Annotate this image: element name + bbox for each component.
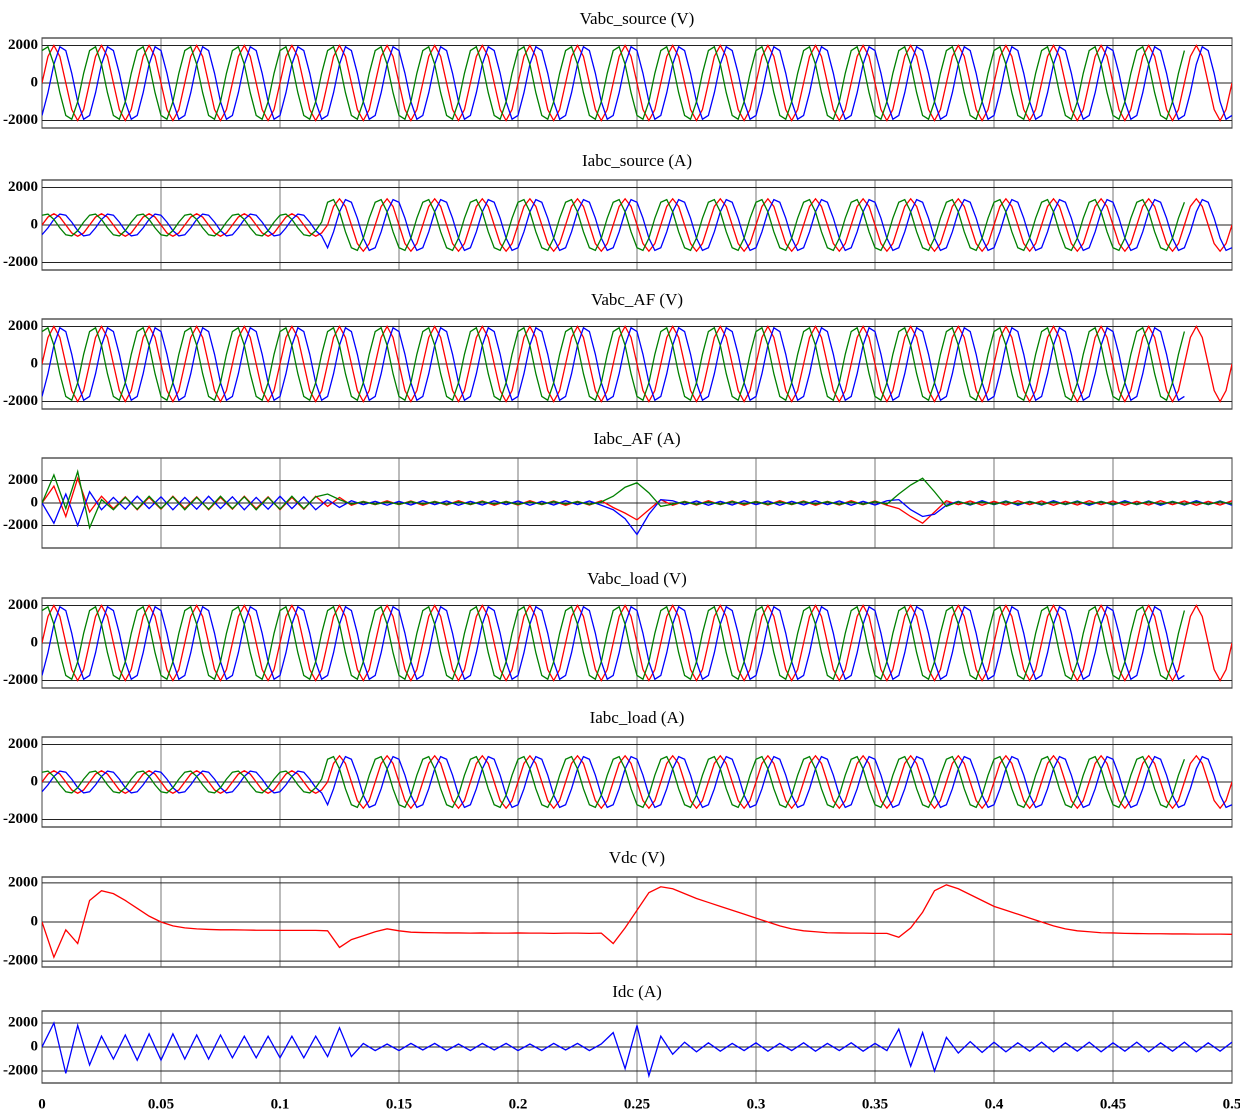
y-tick-label: -2000 [3, 811, 38, 827]
x-tick-label: 0.35 [862, 1096, 888, 1112]
y-tick-label: 0 [31, 355, 39, 371]
data-line [42, 605, 1186, 681]
data-line [42, 1021, 1232, 1079]
y-tick-label: 0 [31, 494, 39, 510]
panel: Vabc_source (V) -2000 0 2000 [3, 9, 1233, 129]
y-tick-label: 2000 [8, 874, 38, 890]
data-line [42, 198, 1186, 252]
panel: Iabc_load (A) -2000 0 2000 [3, 708, 1233, 828]
y-tick-label: -2000 [3, 1062, 38, 1078]
y-tick-label: -2000 [3, 254, 38, 270]
data-line [42, 755, 1186, 809]
panel-title: Iabc_AF (A) [593, 429, 680, 448]
y-tick-label: 2000 [8, 597, 38, 613]
y-tick-label: -2000 [3, 393, 38, 409]
panel: Vabc_AF (V) -2000 0 2000 [3, 290, 1233, 410]
data-line [42, 468, 1232, 530]
data-line [42, 45, 1232, 121]
panel: Iabc_source (A) -2000 0 2000 [3, 151, 1233, 271]
panel-title: Vdc (V) [609, 848, 665, 867]
x-tick-label: 0.45 [1100, 1096, 1126, 1112]
y-tick-label: 2000 [8, 179, 38, 195]
x-tick-label: 0.1 [271, 1096, 290, 1112]
y-tick-label: -2000 [3, 672, 38, 688]
y-tick-label: 2000 [8, 37, 38, 53]
panel: Iabc_AF (A) -2000 0 2000 [3, 429, 1233, 549]
x-tick-label: 0.3 [747, 1096, 766, 1112]
panel-title: Iabc_source (A) [582, 151, 692, 170]
y-tick-label: -2000 [3, 517, 38, 533]
x-tick-label: 0.15 [386, 1096, 412, 1112]
data-line [42, 884, 1232, 960]
y-tick-label: 0 [31, 634, 39, 650]
y-tick-label: 0 [31, 913, 39, 929]
data-line [42, 326, 1186, 402]
panel-title: Iabc_load (A) [590, 708, 685, 727]
panel-title: Vabc_source (V) [580, 9, 695, 28]
data-line [42, 605, 1185, 681]
y-tick-label: 0 [31, 74, 39, 90]
panel-title: Idc (A) [612, 982, 662, 1001]
panel: Idc (A) 0 0.05 0.1 0.15 0.2 0.25 0.3 0.35 0.4 0.45… [3, 982, 1240, 1113]
y-tick-label: -2000 [3, 953, 38, 969]
x-tick-label: 0 [38, 1096, 46, 1112]
y-tick-label: -2000 [3, 112, 38, 128]
y-tick-label: 2000 [8, 318, 38, 334]
y-tick-label: 2000 [8, 472, 38, 488]
panel-title: Vabc_AF (V) [591, 290, 683, 309]
y-tick-label: 2000 [8, 1014, 38, 1030]
data-line [42, 198, 1232, 252]
x-tick-label: 0.2 [509, 1096, 528, 1112]
panel: Vabc_load (V) -2000 0 2000 [3, 569, 1233, 689]
x-tick-label: 0.4 [985, 1096, 1004, 1112]
panel-title: Vabc_load (V) [587, 569, 687, 588]
x-tick-label: 0.25 [624, 1096, 650, 1112]
x-tick-label: 0.05 [148, 1096, 174, 1112]
data-line [42, 755, 1232, 809]
y-tick-label: 0 [31, 216, 39, 232]
y-tick-label: 2000 [8, 736, 38, 752]
y-tick-label: 0 [31, 773, 39, 789]
panel: Vdc (V) -2000 0 2000 [3, 848, 1233, 969]
x-tick-label: 0.5 [1223, 1096, 1240, 1112]
data-line [42, 45, 1186, 121]
data-line [42, 326, 1185, 402]
y-tick-label: 0 [31, 1038, 39, 1054]
